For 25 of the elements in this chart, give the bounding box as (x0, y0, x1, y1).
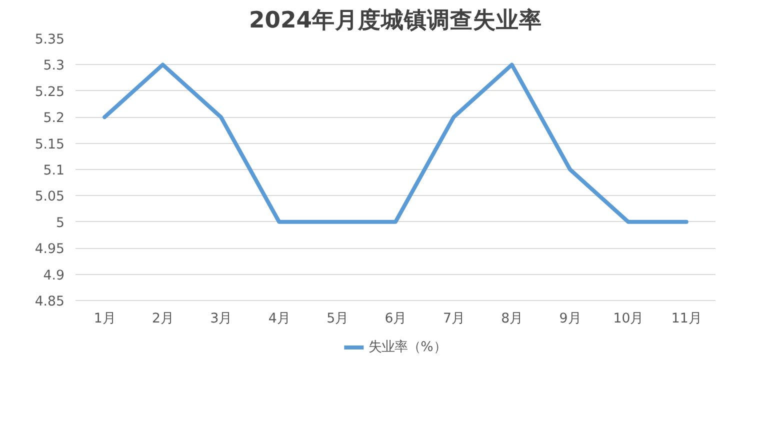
y-tick-label: 4.95 (34, 242, 65, 258)
y-tick-label: 5.05 (34, 190, 65, 205)
x-tick-label: 9月 (559, 312, 581, 326)
line-series (102, 62, 688, 224)
x-tick-label: 3月 (210, 312, 232, 326)
x-tick-label: 8月 (501, 312, 523, 326)
chart-title: 2024年月度城镇调查失业率 (248, 6, 542, 34)
x-tick-label: 7月 (442, 312, 464, 326)
y-tick-label: 5.1 (43, 164, 65, 178)
x-tick-label: 4月 (268, 312, 290, 326)
x-tick-label: 1月 (94, 312, 116, 326)
x-tick-label: 11月 (671, 312, 702, 326)
y-tick-label: 5.3 (43, 58, 65, 74)
y-tick-label: 5.15 (34, 137, 65, 152)
y-tick-label: 4.85 (34, 294, 65, 310)
x-tick-label: 5月 (326, 312, 348, 326)
y-tick-label: 5 (56, 216, 65, 231)
y-tick-label: 5.2 (43, 111, 65, 126)
x-tick-label: 2月 (152, 312, 174, 326)
legend-label: 失业率（%） (368, 338, 446, 356)
x-tick-label: 6月 (384, 312, 406, 326)
x-tick-label: 10月 (613, 312, 644, 326)
y-tick-label: 5.25 (34, 84, 65, 100)
y-tick-label: 5.35 (34, 32, 65, 48)
y-tick-label: 4.9 (43, 268, 65, 284)
